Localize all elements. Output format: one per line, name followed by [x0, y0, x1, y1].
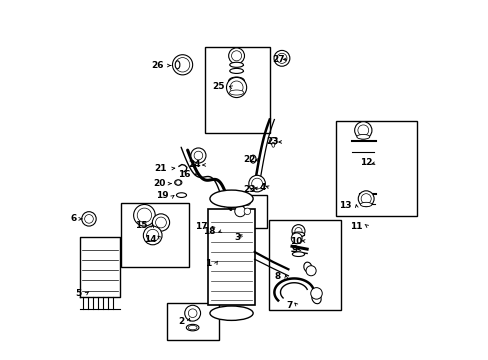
Circle shape: [152, 214, 169, 231]
Text: 27: 27: [272, 55, 284, 64]
Text: 13: 13: [339, 202, 351, 210]
Circle shape: [143, 226, 162, 245]
Circle shape: [146, 229, 159, 242]
Circle shape: [291, 233, 302, 244]
Ellipse shape: [229, 90, 244, 95]
Ellipse shape: [311, 292, 321, 304]
Text: 19: 19: [156, 192, 168, 200]
Circle shape: [172, 55, 192, 75]
Circle shape: [234, 197, 245, 208]
Circle shape: [273, 50, 289, 66]
Circle shape: [251, 178, 262, 189]
Text: 5: 5: [75, 289, 81, 298]
Circle shape: [244, 199, 250, 206]
Circle shape: [194, 151, 203, 160]
Circle shape: [188, 309, 197, 318]
Text: 6: 6: [71, 215, 77, 223]
Circle shape: [230, 81, 243, 94]
Ellipse shape: [292, 252, 304, 257]
Text: 22: 22: [243, 156, 256, 164]
Circle shape: [244, 208, 250, 215]
Circle shape: [175, 58, 189, 72]
Ellipse shape: [209, 306, 253, 320]
Ellipse shape: [360, 202, 371, 207]
Text: 18: 18: [203, 227, 215, 236]
Text: 11: 11: [349, 222, 362, 231]
Text: 3: 3: [233, 233, 240, 242]
Bar: [228, 195, 266, 228]
Circle shape: [84, 215, 93, 223]
Text: 21: 21: [154, 164, 167, 173]
Ellipse shape: [292, 232, 304, 237]
Bar: [208, 209, 254, 305]
Text: 9: 9: [291, 245, 297, 253]
Ellipse shape: [175, 61, 180, 69]
Ellipse shape: [188, 325, 197, 330]
Circle shape: [358, 191, 373, 207]
Text: 23: 23: [266, 138, 279, 147]
Ellipse shape: [229, 68, 243, 73]
Bar: [204, 47, 270, 133]
Text: 1: 1: [204, 259, 211, 268]
Bar: [121, 203, 188, 267]
Ellipse shape: [174, 180, 182, 185]
Text: 20: 20: [153, 179, 166, 188]
Circle shape: [175, 180, 181, 185]
Text: 14: 14: [143, 235, 156, 243]
Ellipse shape: [229, 62, 243, 67]
Ellipse shape: [209, 190, 253, 207]
Circle shape: [305, 266, 316, 276]
Text: 4: 4: [259, 184, 265, 193]
Ellipse shape: [356, 135, 369, 139]
Circle shape: [81, 212, 96, 226]
Circle shape: [226, 77, 246, 98]
Bar: [336, 121, 416, 216]
Circle shape: [155, 217, 166, 228]
Circle shape: [231, 51, 241, 61]
Text: 24: 24: [188, 161, 201, 170]
Circle shape: [310, 288, 322, 299]
Circle shape: [361, 194, 370, 204]
Ellipse shape: [176, 193, 186, 198]
Circle shape: [184, 305, 200, 321]
Text: 2: 2: [178, 317, 183, 325]
Ellipse shape: [250, 155, 256, 163]
Bar: [268, 220, 340, 310]
Text: 23: 23: [243, 185, 255, 194]
Circle shape: [276, 53, 286, 63]
Circle shape: [248, 175, 265, 192]
Circle shape: [291, 225, 305, 238]
Circle shape: [228, 48, 244, 64]
Circle shape: [190, 148, 205, 163]
Text: 17: 17: [195, 222, 207, 231]
Text: 12: 12: [359, 158, 371, 167]
Ellipse shape: [271, 142, 274, 147]
Text: 15: 15: [135, 221, 148, 230]
Ellipse shape: [303, 262, 311, 272]
Circle shape: [137, 208, 151, 222]
Ellipse shape: [186, 324, 199, 331]
Circle shape: [133, 204, 155, 226]
Ellipse shape: [228, 77, 244, 85]
Circle shape: [269, 138, 276, 145]
Circle shape: [294, 228, 302, 235]
Text: 25: 25: [212, 82, 224, 91]
Text: 16: 16: [178, 171, 190, 180]
Text: 10: 10: [289, 237, 302, 246]
Text: 26: 26: [151, 61, 163, 70]
Text: 7: 7: [286, 302, 292, 310]
Text: 8: 8: [274, 272, 281, 281]
Circle shape: [357, 125, 368, 136]
Bar: [167, 303, 218, 340]
Circle shape: [234, 206, 245, 217]
Circle shape: [354, 122, 371, 139]
